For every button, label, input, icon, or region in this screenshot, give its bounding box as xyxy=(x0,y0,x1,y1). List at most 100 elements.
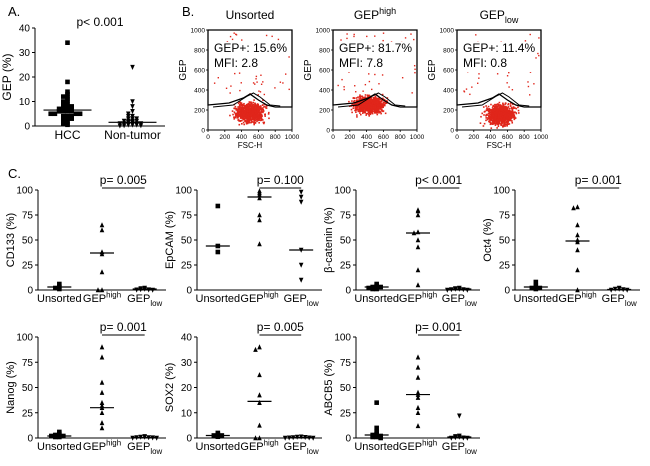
event-dot xyxy=(259,114,262,117)
x-group-label: GEPhigh xyxy=(240,291,278,305)
event-dot xyxy=(497,121,499,124)
event-dot xyxy=(252,109,254,111)
event-dot xyxy=(378,100,381,103)
y-axis-title: CD133 (%) xyxy=(5,213,17,267)
event-dot xyxy=(501,109,503,112)
event-dot xyxy=(352,105,355,108)
event-dot xyxy=(240,111,242,113)
event-dot xyxy=(493,108,496,111)
event-dot xyxy=(508,109,511,112)
event-dot xyxy=(490,117,492,120)
event-dot xyxy=(410,33,412,35)
event-dot xyxy=(378,110,381,113)
event-dot xyxy=(501,115,504,118)
point-nontumor xyxy=(138,123,144,129)
event-dot xyxy=(362,90,364,92)
event-dot xyxy=(376,104,379,107)
point-geplow xyxy=(298,277,304,283)
event-dot xyxy=(370,112,372,114)
p-value: p= 0.005 xyxy=(100,173,147,187)
plot-frame xyxy=(207,29,293,131)
panel-c-label: C. xyxy=(8,166,21,181)
point-hcc xyxy=(69,113,74,119)
event-dot xyxy=(511,109,514,111)
event-dot xyxy=(348,100,350,103)
event-dot xyxy=(288,56,290,58)
point-hcc xyxy=(65,106,70,112)
point-gephigh xyxy=(99,379,105,385)
y-tick-label: 600 xyxy=(443,67,454,74)
point-unsorted xyxy=(53,285,58,291)
event-dot xyxy=(378,106,381,109)
event-dot xyxy=(498,111,501,113)
event-dot xyxy=(489,115,492,117)
p-value: p= 0.100 xyxy=(257,173,304,187)
event-dot xyxy=(498,116,500,118)
event-dot xyxy=(514,111,516,113)
event-dot xyxy=(506,75,509,77)
event-dot xyxy=(258,107,261,109)
event-dot xyxy=(374,105,377,107)
event-dot xyxy=(250,114,253,117)
point-hcc xyxy=(69,104,74,109)
event-dot xyxy=(488,117,491,120)
x-group-label: GEPlow xyxy=(284,441,319,456)
event-dot xyxy=(503,120,506,122)
point-gephigh xyxy=(257,217,262,223)
event-dot xyxy=(369,97,372,100)
point-hcc xyxy=(77,111,83,117)
event-dot xyxy=(527,85,530,88)
x-tick-label: 800 xyxy=(519,134,530,141)
point-unsorted xyxy=(57,431,62,437)
point-gephigh xyxy=(415,267,421,273)
event-dot xyxy=(371,102,374,105)
point-unsorted xyxy=(215,249,221,255)
event-dot xyxy=(353,35,355,38)
y-tick-label: 25 xyxy=(499,261,511,272)
x-group-label-sub: low xyxy=(465,447,477,456)
event-dot xyxy=(471,86,473,88)
event-dot xyxy=(368,108,370,111)
event-dot xyxy=(487,105,490,108)
event-dot xyxy=(512,111,515,114)
event-dot xyxy=(372,108,374,110)
event-dot xyxy=(502,118,504,121)
event-dot xyxy=(242,104,244,106)
x-group-label: GEPhigh xyxy=(558,291,596,305)
event-dot xyxy=(254,102,256,105)
event-dot xyxy=(236,115,239,118)
point-unsorted xyxy=(533,283,539,289)
event-dot xyxy=(362,112,364,115)
event-dot xyxy=(230,85,232,87)
event-dot xyxy=(496,123,499,125)
point-hcc xyxy=(65,113,70,119)
y-tick-label: 600 xyxy=(319,67,330,74)
event-dot xyxy=(505,102,507,105)
event-dot xyxy=(506,124,508,126)
point-hcc xyxy=(65,109,70,114)
event-dot xyxy=(374,97,377,100)
event-dot xyxy=(370,98,373,101)
event-dot xyxy=(343,88,345,91)
event-dot xyxy=(258,108,261,111)
event-dot xyxy=(504,110,507,112)
y-tick-label: 0 xyxy=(504,286,510,297)
y-tick-label: 100 xyxy=(493,186,510,197)
event-dot xyxy=(257,103,259,106)
event-dot xyxy=(254,104,257,106)
x-tick-label: 400 xyxy=(361,134,372,141)
y-tick-label: 75 xyxy=(340,211,352,222)
event-dot xyxy=(513,107,515,109)
event-dot xyxy=(500,122,503,124)
event-dot xyxy=(494,103,496,106)
event-dot xyxy=(253,104,256,107)
event-dot xyxy=(238,72,241,74)
panel-b-label: B. xyxy=(182,4,194,19)
event-dot xyxy=(249,116,251,119)
event-dot xyxy=(502,103,504,106)
event-dot xyxy=(509,112,511,114)
x-group-label: Unsorted xyxy=(514,293,559,305)
event-dot xyxy=(251,105,254,107)
point-gephigh xyxy=(415,423,421,429)
event-dot xyxy=(363,103,365,106)
